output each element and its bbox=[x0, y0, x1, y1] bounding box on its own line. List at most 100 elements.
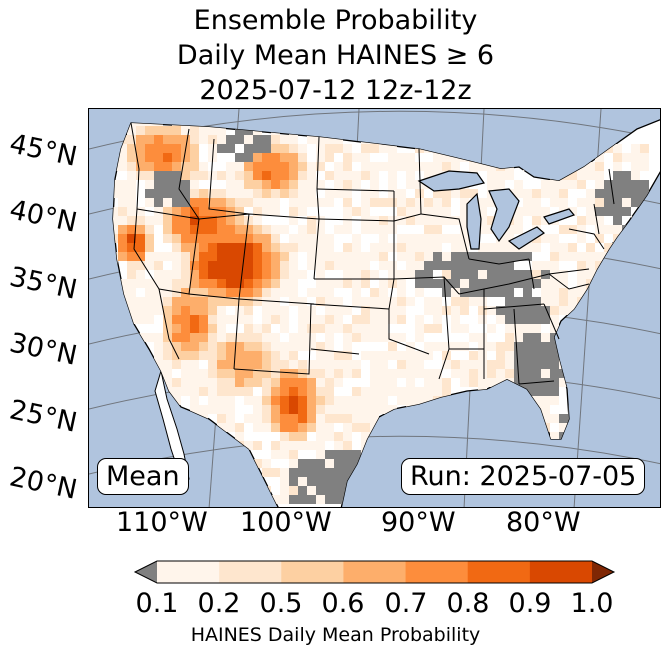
probability-cell bbox=[316, 315, 325, 324]
probability-cell bbox=[316, 450, 325, 459]
probability-cell bbox=[280, 153, 289, 162]
probability-cell bbox=[253, 378, 262, 387]
probability-cell bbox=[244, 306, 253, 315]
probability-cell bbox=[280, 486, 289, 495]
probability-cell bbox=[550, 198, 559, 207]
probability-cell bbox=[271, 144, 280, 153]
probability-cell bbox=[496, 315, 505, 324]
probability-cell bbox=[307, 261, 316, 270]
probability-cell bbox=[163, 234, 172, 243]
probability-cell bbox=[433, 369, 442, 378]
probability-cell bbox=[478, 387, 487, 396]
probability-cell bbox=[631, 153, 640, 162]
probability-cell bbox=[208, 405, 217, 414]
probability-cell bbox=[325, 414, 334, 423]
probability-cell bbox=[352, 288, 361, 297]
probability-cell bbox=[343, 216, 352, 225]
probability-cell bbox=[325, 378, 334, 387]
probability-cell bbox=[217, 306, 226, 315]
probability-cell bbox=[199, 351, 208, 360]
probability-cell bbox=[532, 216, 541, 225]
probability-cell bbox=[595, 252, 604, 261]
probability-cell bbox=[262, 180, 271, 189]
probability-cell bbox=[622, 333, 631, 342]
probability-cell bbox=[262, 198, 271, 207]
probability-cell bbox=[460, 234, 469, 243]
probability-cell bbox=[262, 144, 271, 153]
probability-cell bbox=[370, 252, 379, 261]
probability-cell bbox=[163, 198, 172, 207]
probability-cell bbox=[172, 288, 181, 297]
probability-cell bbox=[550, 369, 559, 378]
probability-cell bbox=[262, 423, 271, 432]
probability-cell bbox=[523, 360, 532, 369]
probability-cell bbox=[514, 387, 523, 396]
probability-cell bbox=[613, 261, 622, 270]
probability-cell bbox=[271, 342, 280, 351]
probability-cell bbox=[298, 333, 307, 342]
probability-cell bbox=[217, 198, 226, 207]
probability-cell bbox=[181, 162, 190, 171]
probability-cell bbox=[559, 189, 568, 198]
probability-cell bbox=[127, 432, 136, 441]
probability-cell bbox=[397, 243, 406, 252]
probability-cell bbox=[262, 225, 271, 234]
probability-cell bbox=[478, 360, 487, 369]
probability-cell bbox=[541, 144, 550, 153]
probability-cell bbox=[604, 297, 613, 306]
probability-cell bbox=[496, 441, 505, 450]
probability-cell bbox=[487, 243, 496, 252]
probability-cell bbox=[244, 279, 253, 288]
probability-cell bbox=[262, 261, 271, 270]
probability-cell bbox=[469, 351, 478, 360]
probability-cell bbox=[316, 225, 325, 234]
probability-cell bbox=[532, 162, 541, 171]
probability-cell bbox=[460, 243, 469, 252]
probability-cell bbox=[145, 441, 154, 450]
probability-cell bbox=[442, 360, 451, 369]
probability-cell bbox=[163, 144, 172, 153]
probability-cell bbox=[586, 162, 595, 171]
probability-cell bbox=[298, 144, 307, 153]
probability-cell bbox=[343, 189, 352, 198]
probability-cell bbox=[622, 297, 631, 306]
probability-cell bbox=[226, 189, 235, 198]
probability-cell bbox=[235, 450, 244, 459]
probability-cell bbox=[631, 423, 640, 432]
probability-cell bbox=[271, 351, 280, 360]
probability-cell bbox=[397, 189, 406, 198]
probability-cell bbox=[451, 243, 460, 252]
probability-cell bbox=[334, 459, 343, 468]
probability-cell bbox=[199, 126, 208, 135]
probability-cell bbox=[316, 441, 325, 450]
probability-cell bbox=[550, 432, 559, 441]
probability-cell bbox=[433, 261, 442, 270]
probability-cell bbox=[487, 180, 496, 189]
probability-cell bbox=[113, 144, 118, 153]
probability-cell bbox=[253, 252, 262, 261]
probability-cell bbox=[217, 243, 226, 252]
probability-cell bbox=[433, 315, 442, 324]
probability-cell bbox=[469, 423, 478, 432]
probability-cell bbox=[478, 396, 487, 405]
probability-cell bbox=[568, 369, 577, 378]
probability-cell bbox=[226, 468, 235, 477]
probability-cell bbox=[154, 495, 163, 504]
probability-cell bbox=[397, 387, 406, 396]
probability-cell bbox=[505, 414, 514, 423]
probability-cell bbox=[118, 189, 127, 198]
probability-cell bbox=[352, 369, 361, 378]
probability-cell bbox=[532, 333, 541, 342]
probability-cell bbox=[559, 144, 568, 153]
probability-cell bbox=[190, 189, 199, 198]
probability-cell bbox=[208, 171, 217, 180]
probability-cell bbox=[406, 180, 415, 189]
probability-cell bbox=[586, 441, 595, 450]
probability-cell bbox=[451, 414, 460, 423]
probability-cell bbox=[145, 171, 154, 180]
probability-cell bbox=[541, 279, 550, 288]
probability-cell bbox=[379, 369, 388, 378]
probability-cell bbox=[127, 135, 136, 144]
probability-cell bbox=[388, 351, 397, 360]
probability-cell bbox=[208, 333, 217, 342]
